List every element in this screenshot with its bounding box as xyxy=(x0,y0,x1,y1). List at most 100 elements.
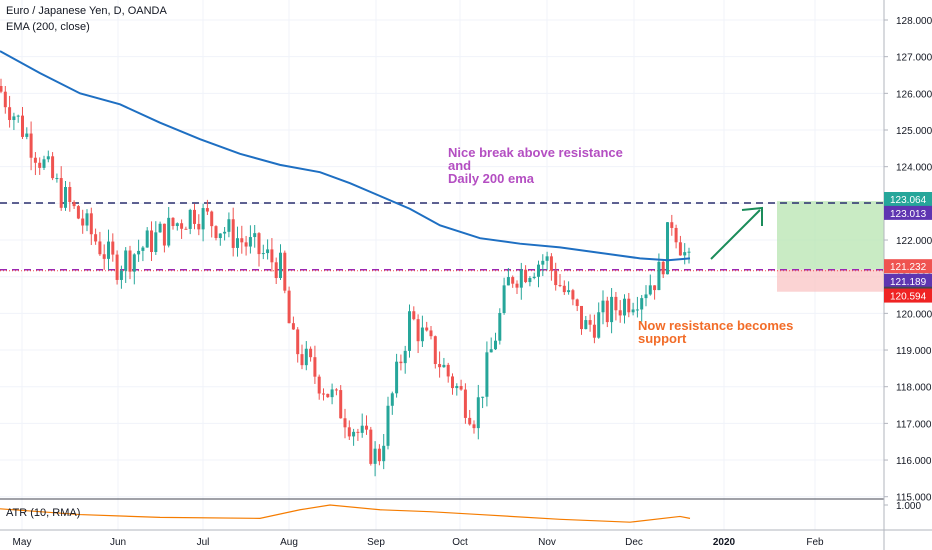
y-tick-label: 126.000 xyxy=(896,89,932,100)
candle xyxy=(429,326,433,340)
candle-body xyxy=(360,425,364,433)
x-tick-label: Oct xyxy=(452,537,468,548)
candle xyxy=(562,280,566,295)
candle-body xyxy=(154,232,158,252)
candle-body xyxy=(515,283,519,288)
candle xyxy=(352,428,356,446)
candle xyxy=(205,199,209,215)
candle-body xyxy=(506,277,510,286)
candle-body xyxy=(38,162,42,168)
candle-body xyxy=(678,242,682,256)
candle-body xyxy=(81,218,85,226)
candle xyxy=(489,337,493,353)
candle xyxy=(343,408,347,439)
candle xyxy=(446,362,450,383)
candle xyxy=(98,231,102,256)
candle-body xyxy=(352,431,356,437)
candle-body xyxy=(33,157,37,163)
candle xyxy=(145,227,149,248)
candle-body xyxy=(51,156,55,179)
price-badge xyxy=(884,259,932,274)
candle xyxy=(653,285,657,300)
candle-body xyxy=(575,299,579,306)
candle-body xyxy=(72,202,76,207)
candle-body xyxy=(390,393,394,406)
candle xyxy=(541,254,545,277)
candle-body xyxy=(519,269,523,288)
candle xyxy=(425,321,429,332)
candle xyxy=(214,225,218,241)
candle xyxy=(283,250,287,294)
candle xyxy=(167,207,171,248)
time-axis[interactable]: May Jun Jul Aug Sep Oct Nov Dec 2020 Feb xyxy=(0,529,932,548)
candle xyxy=(511,275,515,288)
candle-body xyxy=(188,209,192,229)
candle xyxy=(442,357,446,368)
candle-body xyxy=(3,91,7,108)
candle xyxy=(291,316,295,330)
candle xyxy=(89,207,93,245)
candle xyxy=(180,219,184,239)
candle xyxy=(524,265,528,284)
candle-body xyxy=(12,116,16,121)
candle-body xyxy=(494,340,497,350)
candle-body xyxy=(558,285,562,287)
candle xyxy=(575,298,579,312)
y-tick-label: 125.000 xyxy=(896,126,932,137)
candle-body xyxy=(554,270,558,286)
candle-body xyxy=(347,427,351,437)
candle-body xyxy=(141,247,145,251)
candle-body xyxy=(369,429,373,464)
candle xyxy=(197,214,201,236)
candle xyxy=(481,396,485,409)
candle-body xyxy=(128,250,132,272)
candle xyxy=(171,217,175,230)
candle xyxy=(111,233,115,262)
x-tick-label: Feb xyxy=(806,537,824,548)
candle xyxy=(545,251,549,271)
candle-body xyxy=(648,285,652,295)
candle-body xyxy=(416,319,420,342)
candle-body xyxy=(317,376,321,394)
candle-body xyxy=(429,330,433,337)
price-badge-label: 121.232 xyxy=(890,262,927,273)
candle xyxy=(472,420,476,434)
candle-body xyxy=(644,294,648,299)
candle-body xyxy=(571,290,575,300)
candle-body xyxy=(549,256,553,271)
candle xyxy=(635,296,639,318)
candle xyxy=(64,180,67,211)
candle xyxy=(373,441,377,477)
candle xyxy=(687,247,691,264)
candle xyxy=(102,244,106,270)
candle-body xyxy=(588,320,592,325)
candle-body xyxy=(541,260,545,265)
atr-pane xyxy=(0,504,691,523)
candle-body xyxy=(485,352,489,397)
candle-body xyxy=(524,269,528,283)
candle xyxy=(300,344,304,370)
x-tick-label: Aug xyxy=(280,537,298,548)
trade-zones xyxy=(777,201,884,292)
price-axis[interactable]: 128.000 127.000 126.000 125.000 124.000 123.0… xyxy=(883,0,932,550)
candle xyxy=(558,273,562,288)
candle-body xyxy=(145,230,149,248)
ema-200-path xyxy=(0,50,691,262)
y-tick-label: 127.000 xyxy=(896,53,932,64)
candle xyxy=(554,262,558,291)
candle-body xyxy=(98,241,102,255)
y-tick-label: 116.000 xyxy=(896,456,932,467)
candle-body xyxy=(631,309,635,313)
candle xyxy=(365,415,368,435)
candle xyxy=(580,305,583,335)
candle xyxy=(25,127,29,140)
candle xyxy=(287,286,291,324)
candle xyxy=(416,314,420,354)
price-badge-label: 121.189 xyxy=(890,277,927,288)
candle xyxy=(55,173,59,183)
candle-body xyxy=(640,298,644,310)
candle xyxy=(3,86,7,114)
candle xyxy=(154,221,158,255)
candle xyxy=(670,214,674,236)
